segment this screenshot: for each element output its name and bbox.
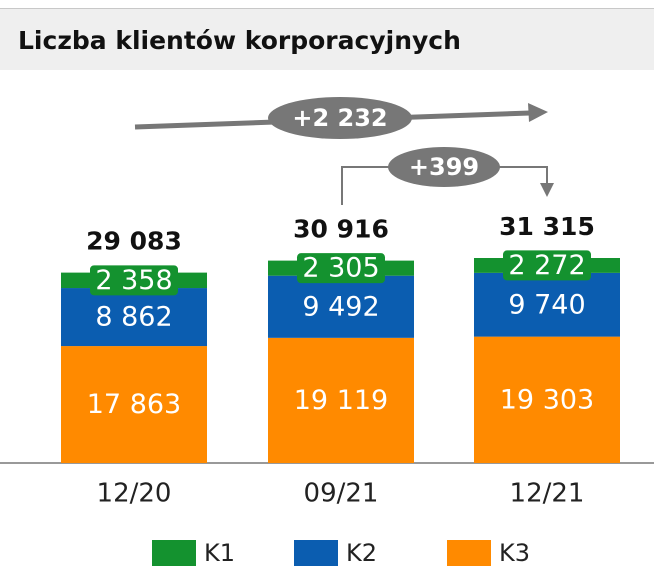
annotation-bubble — [388, 147, 500, 187]
value-label: 19 119 — [294, 385, 388, 416]
total-label: 29 083 — [86, 227, 182, 256]
legend-label: K2 — [346, 539, 377, 567]
value-label: 8 862 — [95, 302, 172, 333]
x-tick-label: 12/21 — [510, 479, 585, 509]
value-label: 2 358 — [95, 265, 172, 296]
legend-swatch — [294, 540, 338, 566]
bar-segment — [268, 275, 414, 338]
annotation-bubble — [268, 97, 412, 139]
x-tick-label: 09/21 — [304, 479, 379, 509]
label-box — [90, 265, 178, 296]
label-box — [503, 250, 591, 281]
total-label: 31 315 — [499, 212, 595, 241]
bar-segment — [474, 272, 620, 337]
annotation: +2 232 — [292, 104, 387, 132]
x-tick-label: 12/20 — [97, 479, 172, 509]
chart-title: Liczba klientów korporacyjnych — [18, 26, 461, 55]
legend-swatch — [447, 540, 491, 566]
title-bar — [0, 8, 654, 70]
total-label: 30 916 — [293, 215, 389, 244]
value-label: 19 303 — [500, 384, 594, 415]
value-label: 9 492 — [302, 291, 379, 322]
label-box — [297, 253, 385, 284]
arrow-head — [540, 183, 554, 197]
legend-label: K3 — [499, 539, 530, 567]
arrow-head — [528, 103, 548, 122]
value-label: 9 740 — [508, 289, 585, 320]
legend-label: K1 — [204, 539, 235, 567]
legend-swatch — [152, 540, 196, 566]
value-label: 2 272 — [508, 250, 585, 281]
annotation: +399 — [409, 153, 479, 181]
bar-segment — [474, 336, 620, 463]
bar-segment — [61, 288, 207, 347]
value-label: 17 863 — [87, 389, 181, 420]
value-label: 2 305 — [302, 253, 379, 284]
bar-segment — [268, 337, 414, 463]
bar-segment — [61, 346, 207, 463]
